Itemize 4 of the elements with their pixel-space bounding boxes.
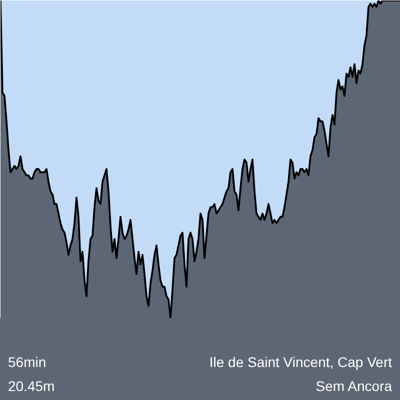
text: Ile de Saint Vincent, Cap Vert xyxy=(209,353,392,372)
text: 56min xyxy=(8,353,46,372)
text: 20.45m xyxy=(8,377,55,396)
text: Sem Ancora xyxy=(316,377,392,396)
